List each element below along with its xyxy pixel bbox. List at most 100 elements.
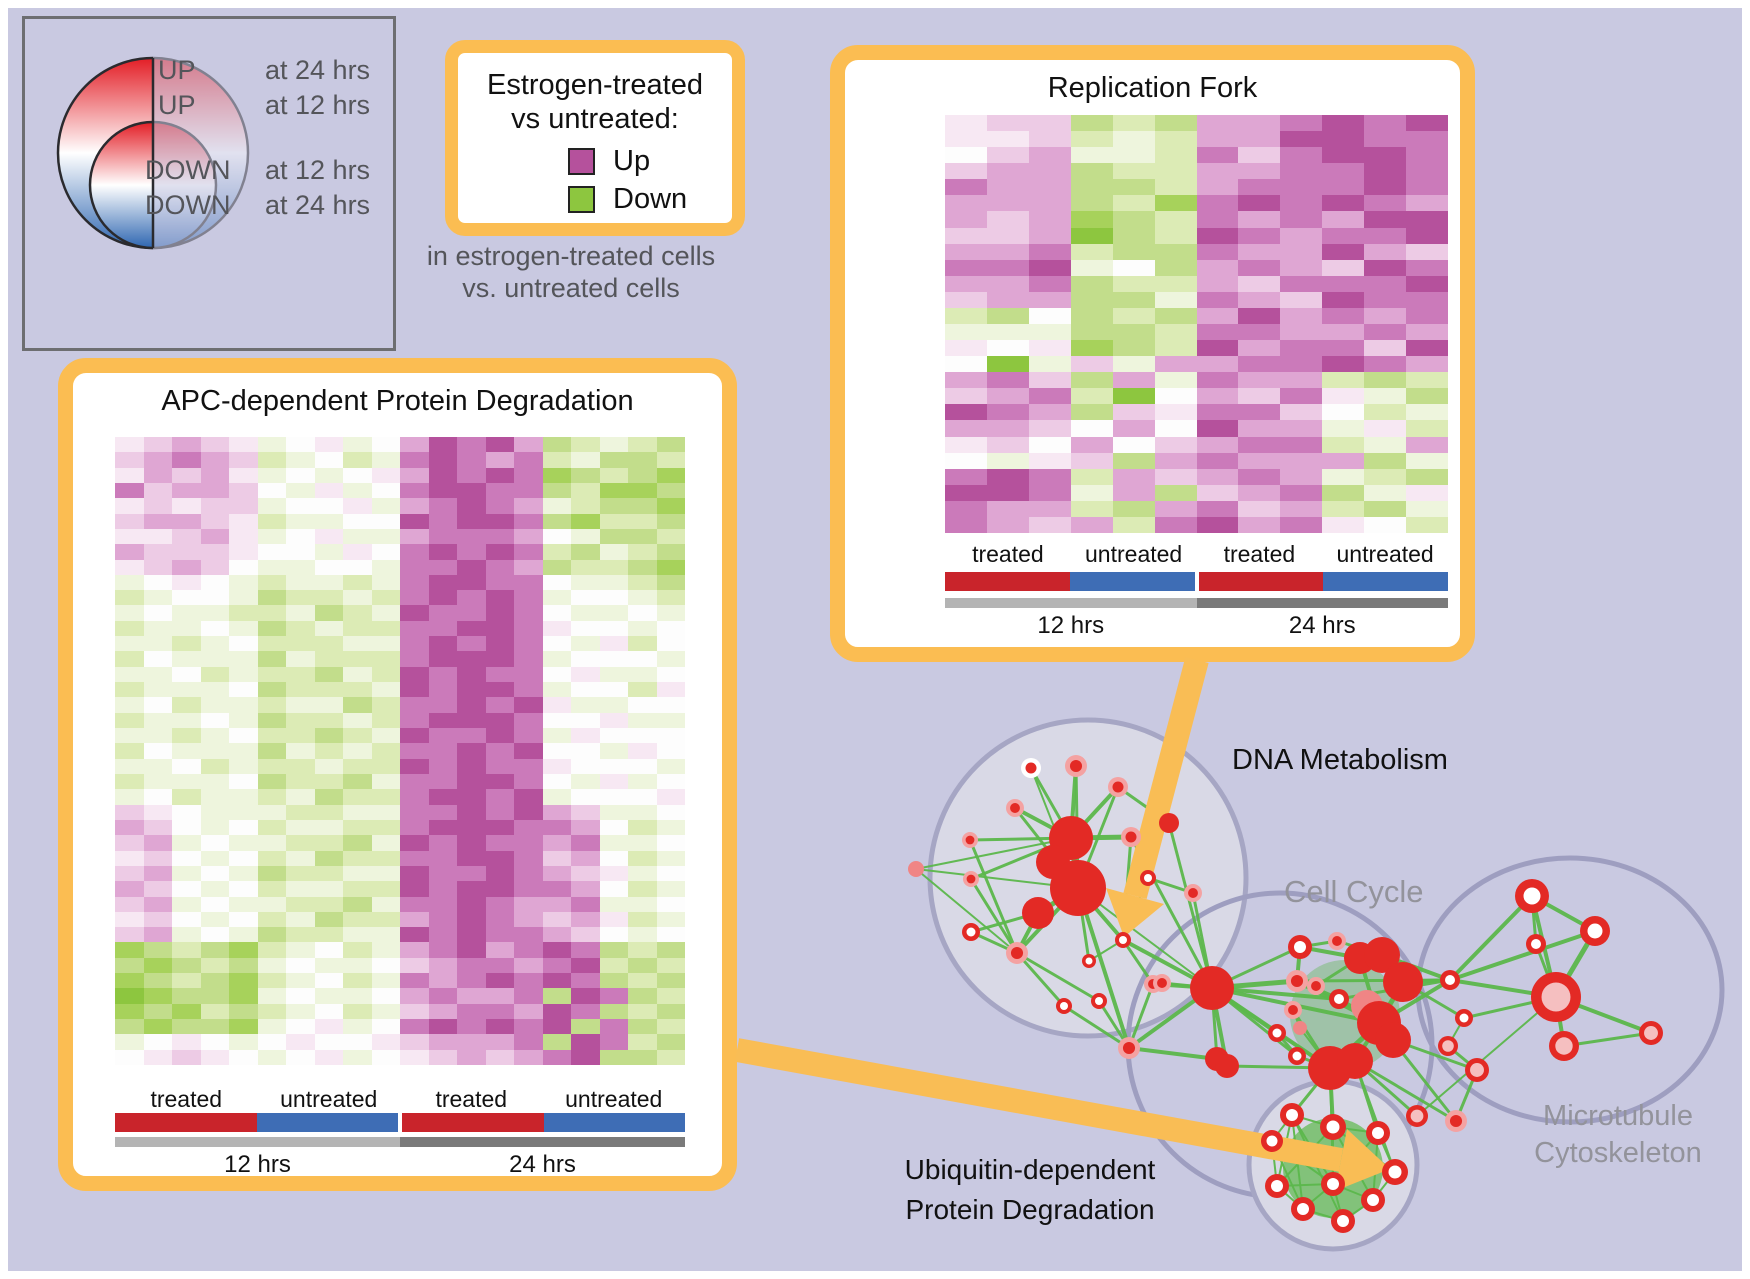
heatmap-cell <box>628 1049 657 1065</box>
heatmap-cell <box>257 513 286 529</box>
heatmap-cell <box>1322 179 1365 196</box>
heatmap-cell <box>457 697 486 713</box>
heatmap-cell <box>371 819 400 836</box>
heatmap-cell <box>1028 324 1071 341</box>
heatmap-cell <box>514 712 543 729</box>
heatmap-cell <box>229 559 258 575</box>
heatmap-cell <box>457 620 486 637</box>
heatmap-cell <box>314 804 343 820</box>
heatmap-cell <box>1322 484 1365 501</box>
gene-node-core <box>1266 1135 1278 1147</box>
heatmap-cell <box>1028 115 1071 132</box>
heatmap-cell <box>1322 500 1365 517</box>
heatmap-cell <box>143 513 172 529</box>
heatmap-cell <box>229 758 258 774</box>
heatmap-cell <box>485 513 514 529</box>
updown-legend-title-2: vs untreated: <box>511 103 679 135</box>
heatmap-cell <box>428 528 457 545</box>
heatmap-cell <box>571 743 600 759</box>
treated-bar <box>402 1113 544 1132</box>
heatmap-cell <box>986 452 1029 469</box>
network-edge <box>969 877 1019 955</box>
heatmap-cell <box>514 988 543 1004</box>
heatmap-cell <box>945 356 987 373</box>
heatmap-cell <box>656 973 685 989</box>
network-edge <box>915 868 1018 954</box>
heatmap-cell <box>172 743 201 759</box>
network-edge <box>1127 1046 1219 1061</box>
heatmap-cell <box>1196 163 1239 180</box>
heatmap-cell <box>628 651 657 667</box>
heatmap-cell <box>514 942 543 958</box>
heatmap-cell <box>599 758 628 774</box>
heatmap-cell <box>143 712 172 729</box>
heatmap-cell <box>115 728 144 744</box>
heatmap-cell <box>571 773 600 790</box>
heatmap-cell <box>571 865 600 882</box>
heatmap-cell <box>1028 275 1071 292</box>
updown-legend-title-1: Estrogen-treated <box>486 69 703 101</box>
heatmap-cell <box>229 620 258 637</box>
heatmap-cell <box>286 482 315 499</box>
heatmap-cell <box>172 697 201 713</box>
bar-12hrs <box>945 598 1197 608</box>
apc-time-labels: 12 hrs 24 hrs <box>115 1151 685 1181</box>
heatmap-cell <box>143 482 172 499</box>
heatmap-cell <box>1280 516 1323 533</box>
heatmap-cell <box>257 957 286 974</box>
heatmap-cell <box>542 620 571 637</box>
heatmap-cell <box>428 482 457 499</box>
heatmap-cell <box>1112 420 1155 437</box>
heatmap-cell <box>257 1003 286 1020</box>
heatmap-cell <box>400 896 429 912</box>
heatmap-cell <box>628 605 657 621</box>
heatmap-cell <box>172 651 201 667</box>
heatmap-cell <box>115 911 144 928</box>
heatmap-cell <box>599 636 628 652</box>
heatmap-cell <box>314 789 343 805</box>
heatmap-cell <box>400 712 429 729</box>
heatmap-cell <box>115 942 144 958</box>
heatmap-cell <box>1070 324 1113 341</box>
heatmap-cell <box>656 498 685 514</box>
heatmap-cell <box>257 743 286 759</box>
heatmap-cell <box>457 452 486 468</box>
gene-node-core <box>1112 781 1124 793</box>
heatmap-cell <box>115 712 144 729</box>
heatmap-cell <box>1238 404 1281 421</box>
heatmap-cell <box>143 651 172 667</box>
heatmap-cell <box>599 728 628 744</box>
heatmap-cell <box>514 758 543 774</box>
heatmap-cell <box>143 1003 172 1020</box>
heatmap-cell <box>1196 227 1239 244</box>
heatmap-cell <box>457 682 486 698</box>
heatmap-cell <box>1364 307 1407 324</box>
heatmap-cell <box>945 340 987 357</box>
heatmap-cell <box>1238 516 1281 533</box>
heatmap-cell <box>1322 404 1365 421</box>
heatmap-cell <box>371 804 400 820</box>
heatmap-cell <box>1112 195 1155 212</box>
heatmap-cell <box>143 528 172 545</box>
heatmap-cell <box>628 452 657 468</box>
heatmap-cell <box>1238 324 1281 341</box>
heatmap-cell <box>314 1049 343 1065</box>
heatmap-cell <box>1028 307 1071 324</box>
heatmap-cell <box>457 574 486 591</box>
heatmap-cell <box>286 513 315 529</box>
heatmap-cell <box>571 927 600 943</box>
heatmap-cell <box>1154 324 1197 341</box>
heatmap-cell <box>986 516 1029 533</box>
heatmap-cell <box>1406 500 1448 517</box>
heatmap-cell <box>115 865 144 882</box>
heatmap-cell <box>542 1019 571 1035</box>
heatmap-cell <box>172 758 201 774</box>
heatmap-cell <box>571 973 600 989</box>
heatmap-cell <box>656 728 685 744</box>
heatmap-cell <box>986 147 1029 164</box>
heatmap-cell <box>172 590 201 606</box>
heatmap-cell <box>1112 388 1155 405</box>
heatmap-cell <box>371 712 400 729</box>
heatmap-cell <box>986 243 1029 260</box>
